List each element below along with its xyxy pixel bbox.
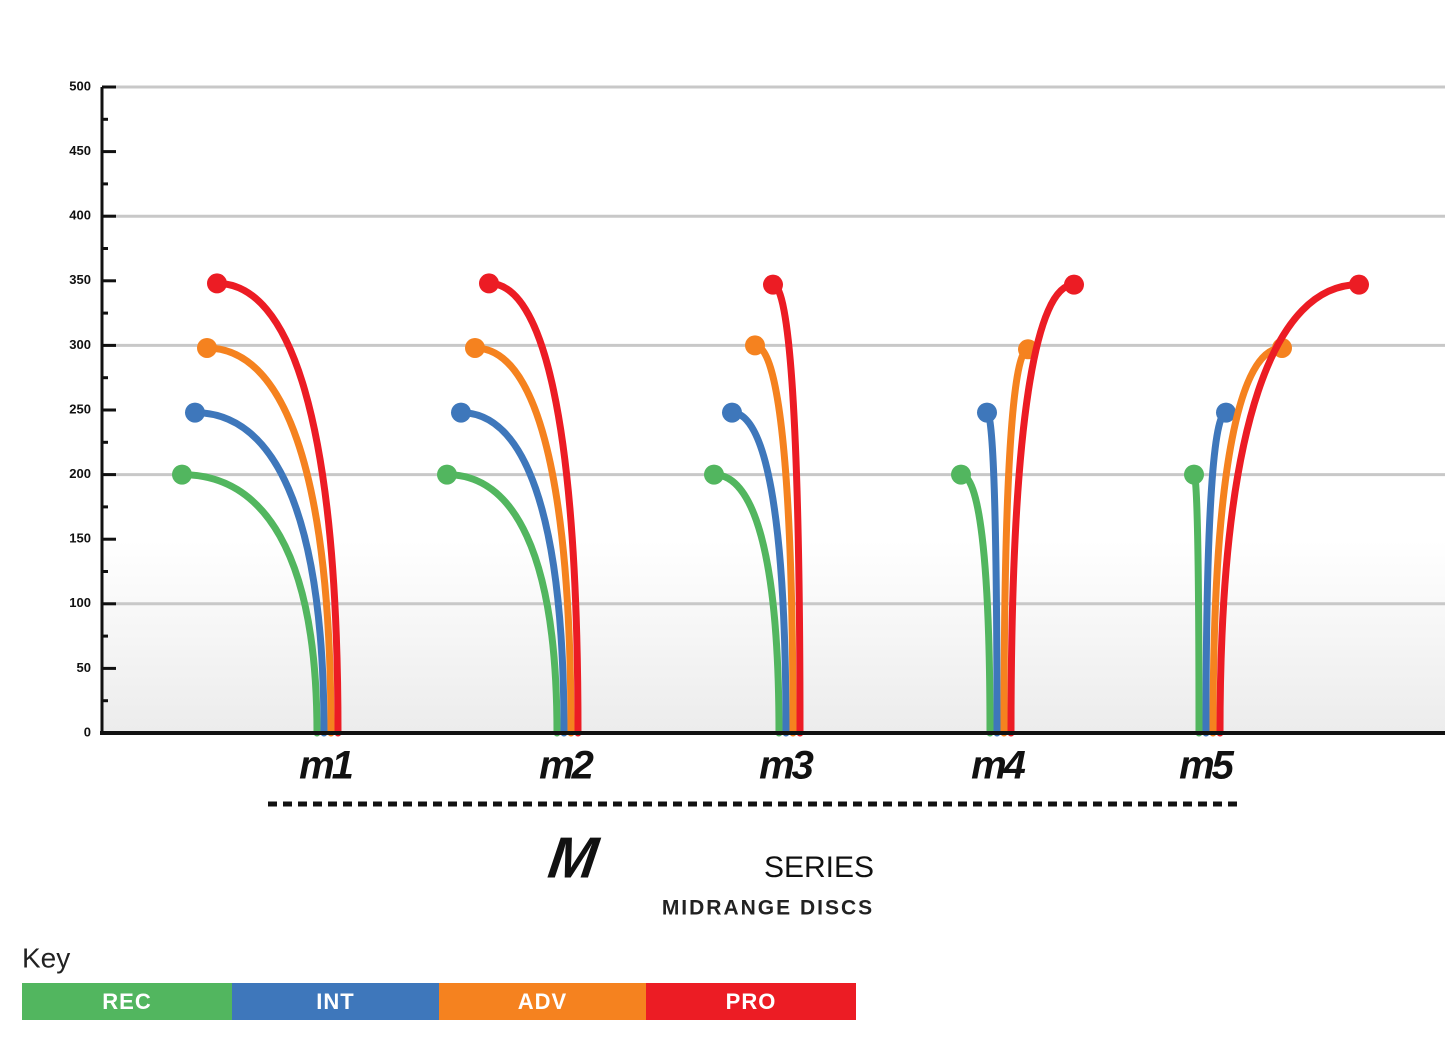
end-dot [1184, 464, 1204, 485]
flight-path [485, 279, 582, 737]
subtitle: MIDRANGE DISCS [662, 897, 874, 920]
legend-title: Key [22, 942, 70, 973]
legend-swatch [22, 983, 232, 1020]
flight-path [471, 344, 575, 737]
y-tick-label: 100 [69, 595, 91, 610]
y-tick-label: 500 [69, 78, 91, 93]
legend-swatch [646, 983, 856, 1020]
end-dot [465, 337, 485, 358]
end-dot [1216, 402, 1236, 423]
flight-path [1209, 344, 1286, 737]
y-tick-label: 150 [69, 531, 91, 546]
x-tick-label: m4 [971, 744, 1026, 788]
legend-label: ADV [518, 989, 567, 1014]
end-dot [437, 464, 457, 485]
end-dot [451, 402, 471, 423]
y-tick-label: 300 [69, 337, 91, 352]
flight-path [443, 471, 561, 737]
flight-path [751, 341, 797, 737]
title: SERIES [764, 851, 874, 884]
end-dot [722, 402, 742, 423]
flight-path [1216, 281, 1363, 737]
legend-label: PRO [726, 989, 777, 1014]
flight-path [213, 279, 342, 737]
y-tick-label: 0 [84, 724, 91, 739]
flight-path [728, 409, 790, 737]
x-tick-label: m2 [539, 744, 594, 788]
flight-path [1007, 281, 1078, 737]
y-tick-label: 350 [69, 272, 91, 287]
y-tick-label: 450 [69, 143, 91, 158]
flight-path [710, 471, 783, 737]
end-dot [207, 273, 227, 294]
flight-path [203, 344, 335, 737]
x-tick-label: m3 [759, 744, 814, 788]
x-tick-label: m1 [299, 744, 353, 788]
end-dot [745, 335, 765, 356]
flight-path [457, 409, 568, 737]
end-dot [951, 464, 971, 485]
end-dot [763, 274, 783, 295]
end-dot [197, 337, 217, 358]
flight-path [191, 409, 328, 737]
legend-label: INT [316, 989, 354, 1014]
legend-swatch [439, 983, 646, 1020]
y-tick-label: 250 [69, 401, 91, 416]
end-dot [1064, 274, 1084, 295]
y-tick-label: 200 [69, 466, 91, 481]
legend-swatch [232, 983, 439, 1020]
y-tick-label: 50 [77, 660, 91, 675]
y-tick-label: 400 [69, 208, 91, 223]
legend-label: REC [102, 989, 151, 1014]
logo: M [545, 826, 604, 891]
end-dot [977, 402, 997, 423]
end-dot [185, 402, 205, 423]
end-dot [172, 464, 192, 485]
end-dot [704, 464, 724, 485]
flight-path [178, 471, 321, 737]
end-dot [1349, 274, 1369, 295]
x-tick-label: m5 [1179, 744, 1235, 788]
end-dot [479, 273, 499, 294]
